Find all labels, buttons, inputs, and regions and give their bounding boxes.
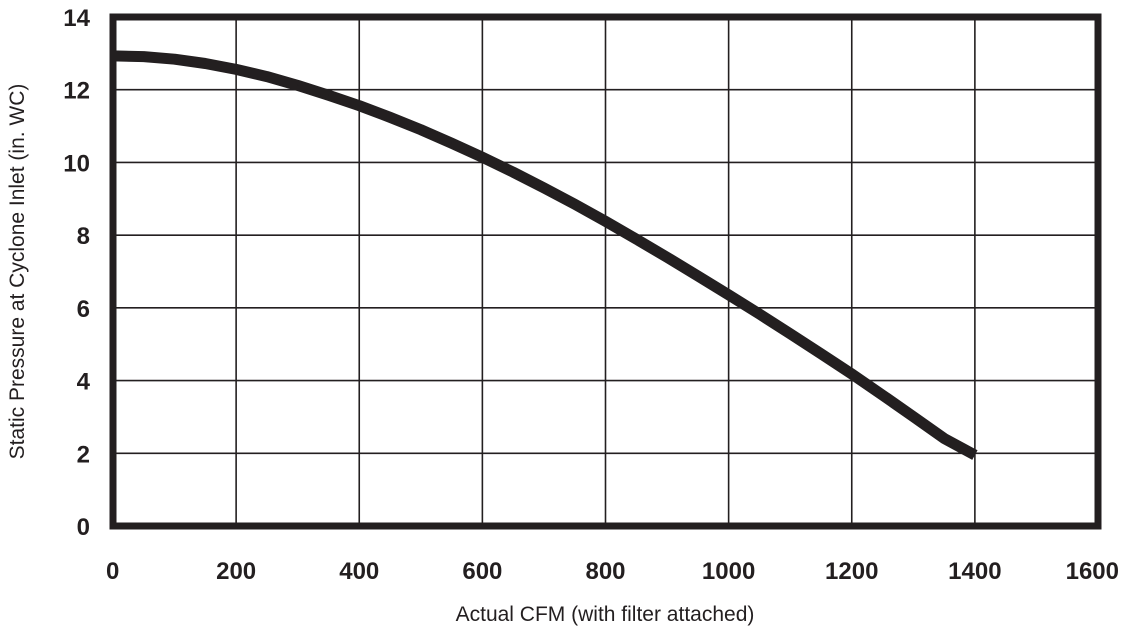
data-point — [451, 142, 453, 144]
y-tick-label: 6 — [77, 296, 90, 323]
x-axis-label: Actual CFM (with filter attached) — [456, 603, 755, 626]
y-tick-label: 12 — [63, 78, 90, 105]
data-point — [728, 294, 730, 296]
data-point — [389, 116, 391, 118]
y-axis-label: Static Pressure at Cyclone Inlet (in. WC… — [6, 84, 29, 460]
x-tick-label: 400 — [339, 558, 379, 585]
y-tick-labels: 0 2 4 6 8 10 12 14 — [63, 5, 90, 541]
data-point — [266, 76, 268, 78]
data-point — [174, 58, 176, 60]
data-point — [697, 275, 699, 277]
data-point — [543, 187, 545, 189]
x-tick-label: 200 — [216, 558, 256, 585]
data-point — [666, 256, 668, 258]
data-point — [358, 105, 360, 107]
data-point — [943, 437, 945, 439]
x-tick-label: 600 — [462, 558, 502, 585]
data-point — [235, 68, 237, 70]
data-point — [420, 129, 422, 131]
data-point — [974, 454, 976, 456]
data-point — [605, 220, 606, 222]
data-point — [882, 394, 884, 396]
x-tick-label: 1200 — [825, 558, 878, 585]
plot-frame — [109, 13, 1102, 530]
data-point — [512, 171, 514, 173]
y-tick-label: 0 — [77, 514, 90, 541]
data-point — [789, 333, 791, 335]
data-point — [635, 238, 637, 240]
data-point — [327, 94, 329, 96]
series-curve-group — [112, 50, 978, 460]
data-point — [481, 156, 483, 158]
data-point — [574, 203, 576, 205]
x-tick-label: 1000 — [702, 558, 755, 585]
x-tick-label: 1600 — [1066, 558, 1119, 585]
data-point — [297, 84, 299, 86]
data-point — [820, 353, 822, 355]
x-tick-label: 0 — [106, 558, 119, 585]
grid — [113, 17, 1098, 526]
data-point — [758, 313, 760, 315]
x-tick-label: 800 — [585, 558, 625, 585]
x-tick-labels: 0 200 400 600 800 1000 1200 1400 1600 — [106, 558, 1119, 585]
data-point — [851, 373, 853, 375]
series-line — [112, 50, 978, 460]
y-tick-label: 2 — [77, 441, 90, 468]
y-tick-label: 14 — [63, 5, 90, 32]
data-point — [912, 416, 914, 418]
y-tick-label: 4 — [77, 369, 91, 396]
y-tick-label: 8 — [77, 223, 90, 250]
data-point — [204, 63, 206, 65]
y-tick-label: 10 — [63, 150, 90, 177]
x-tick-label: 1400 — [948, 558, 1001, 585]
data-point — [143, 56, 145, 58]
